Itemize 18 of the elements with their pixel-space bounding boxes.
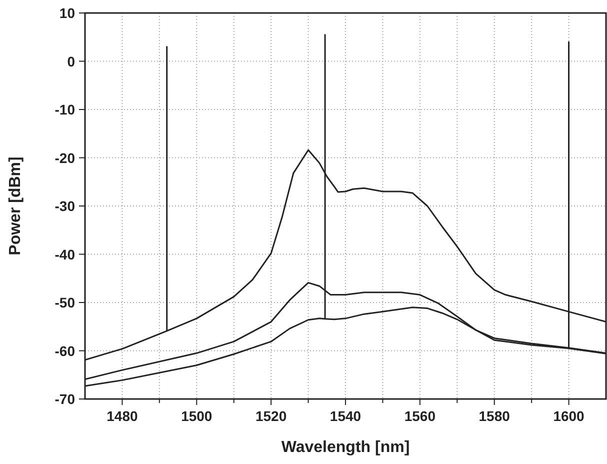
x-tick-label: 1580 [478, 408, 510, 424]
x-tick-label: 1500 [181, 408, 212, 424]
x-tick-label: 1600 [553, 408, 585, 424]
x-tick-label: 1480 [106, 408, 138, 424]
y-axis-title: Power [dBm] [7, 156, 24, 256]
y-tick-label: -40 [54, 246, 76, 262]
x-tick-label: 1520 [255, 408, 287, 424]
y-tick-label: -20 [54, 150, 76, 166]
y-tick-label: 10 [59, 5, 76, 21]
y-tick-label: -60 [54, 342, 76, 359]
x-tick-label: 1540 [330, 408, 362, 424]
x-tick-label: 1560 [404, 408, 436, 424]
y-tick-label: -50 [54, 294, 76, 310]
y-tick-label: 0 [67, 53, 76, 70]
y-tick-label: -30 [54, 198, 76, 214]
y-tick-label: -10 [54, 102, 76, 118]
y-tick-label: -70 [54, 391, 76, 407]
x-axis-title: Wavelength [nm] [281, 439, 410, 456]
